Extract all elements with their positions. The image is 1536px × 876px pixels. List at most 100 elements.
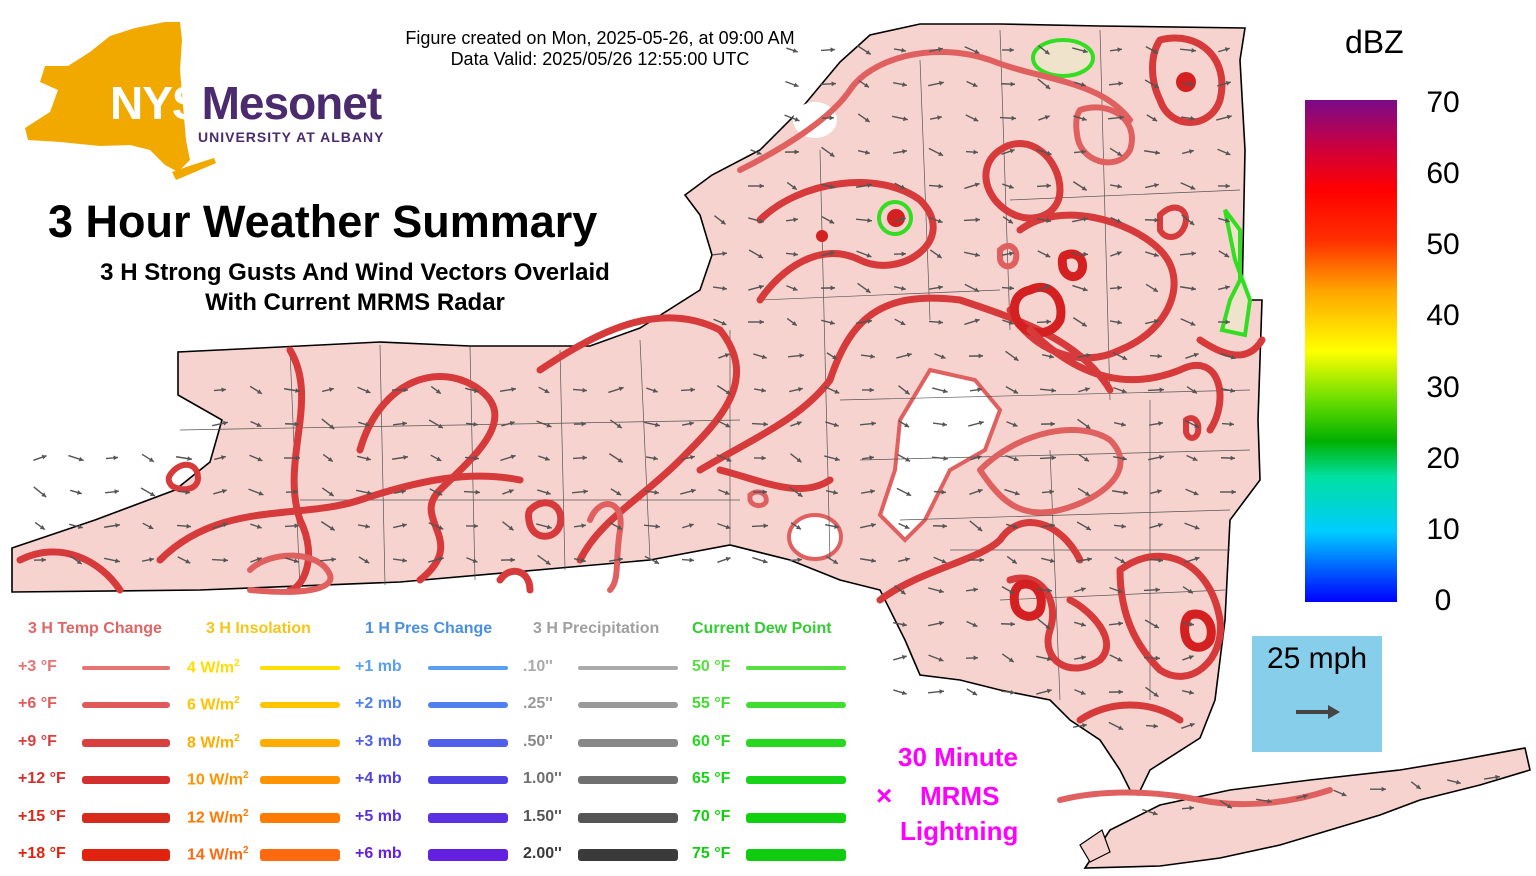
wind-vector-head	[942, 523, 947, 529]
wind-vector-head	[829, 320, 835, 325]
wind-vector-head	[976, 455, 982, 460]
legend-label-text: +3 °F	[18, 658, 57, 675]
wind-vector-head	[402, 421, 407, 427]
wind-vector-head	[942, 388, 948, 394]
wind-vector-head	[938, 319, 943, 325]
wind-vector-head	[1123, 490, 1128, 495]
wind-vector-head	[1046, 183, 1051, 189]
legend-label-text: 6 W/m	[187, 696, 235, 714]
wind-vector-head	[763, 421, 768, 427]
wind-vector-head	[545, 490, 551, 496]
wind-vector-head	[1116, 151, 1122, 156]
wind-vector-head	[1158, 421, 1163, 426]
radar-echo	[1176, 72, 1196, 92]
wind-vector-head	[1013, 356, 1019, 361]
wind-vector-head	[1083, 456, 1089, 462]
wind-vector-head	[1187, 588, 1193, 594]
wind-vector-head	[1049, 354, 1054, 359]
wind-vector-head	[791, 185, 797, 190]
logo-text: NYSMesonet	[110, 76, 382, 130]
wind-vector-head	[329, 424, 335, 430]
wind-vector-head	[41, 492, 47, 498]
legend-line-precip	[578, 702, 678, 708]
wind-vector-head	[757, 253, 763, 258]
wind-vector-head	[974, 49, 980, 54]
wind-vector-head	[1051, 455, 1056, 461]
wind-vector-head	[834, 456, 840, 462]
wind-vector-head	[1008, 184, 1014, 189]
wind-vector-head	[1152, 287, 1158, 292]
legend-label-text: 10 W/m	[187, 771, 244, 789]
legend-label-text: +1 mb	[355, 658, 402, 675]
legend-line-insolation	[260, 849, 340, 861]
wind-vector-head	[1010, 621, 1015, 627]
wind-vector-head	[906, 491, 912, 496]
wind-vector-head	[1013, 389, 1019, 394]
legend-line-dewpoint	[746, 849, 846, 861]
wind-vector-head	[221, 488, 227, 494]
wind-vector-head	[937, 218, 943, 224]
wind-vector-head	[474, 455, 479, 461]
wind-vector-head	[653, 455, 658, 461]
wind-vector-head	[1049, 489, 1054, 495]
wind-vector-head	[1224, 285, 1230, 290]
wind-vector-head	[508, 489, 514, 494]
wind-vector-head	[905, 457, 911, 462]
wind-vector-head	[364, 422, 370, 427]
wind-vector-head	[1045, 284, 1051, 290]
wind-vector-head	[871, 522, 876, 528]
legend-line-dewpoint	[746, 739, 846, 747]
wind-vector-head	[41, 454, 47, 460]
lightning-x-icon: ×	[876, 780, 893, 811]
wind-vector-head	[328, 387, 334, 392]
wind-vector-head	[1153, 252, 1159, 258]
wind-vector-head	[41, 557, 46, 563]
legend-label-temp: +9 °F	[18, 733, 57, 751]
wind-vector-head	[365, 456, 371, 461]
wind-vector-head	[367, 490, 372, 496]
wind-vector-head	[901, 47, 906, 53]
wind-vector-head	[331, 557, 336, 563]
logo-nys: NYS	[110, 77, 203, 129]
wind-vector-head	[148, 524, 154, 529]
wind-vector-head	[293, 558, 299, 564]
wind-vector-head	[1085, 424, 1091, 429]
wind-vector-head	[402, 523, 407, 528]
wind-vector-head	[1009, 589, 1015, 594]
wind-vector-head	[829, 152, 835, 157]
wind-vector-head	[1120, 558, 1126, 563]
legend-label-text: 70 °F	[692, 808, 731, 825]
wind-vector-head	[796, 457, 802, 463]
legend-line-dewpoint	[746, 775, 846, 785]
wind-vector-head	[902, 149, 907, 154]
wind-vector-head	[78, 456, 84, 462]
legend-label-text: +6 °F	[18, 695, 57, 712]
legend-label-text: 2.00''	[523, 845, 562, 862]
wind-vector-head	[1117, 319, 1122, 325]
legend-label-temp: +15 °F	[18, 808, 66, 826]
wind-vector-head	[1082, 723, 1087, 728]
wind-vector-head	[1193, 352, 1199, 358]
wind-vector-head	[401, 489, 406, 495]
wind-vector-head	[544, 388, 550, 393]
wind-vector-head	[937, 115, 942, 121]
wind-vector-head	[725, 422, 731, 428]
legend-header-dewpoint: Current Dew Point	[692, 620, 832, 637]
wind-vector-head	[511, 387, 516, 392]
wind-vector-head	[977, 488, 983, 494]
wind-vector-head	[941, 489, 946, 495]
lake-champlain	[1219, 208, 1253, 338]
wind-vector-head	[1381, 786, 1386, 792]
wind-vector-head	[185, 489, 190, 495]
legend-line-pressure	[428, 702, 508, 708]
wind-vector-head	[1013, 456, 1019, 462]
wind-vector-head	[1012, 524, 1018, 529]
wind-vector-head	[763, 523, 768, 529]
wind-vector-head	[618, 557, 623, 562]
legend-label-text: +4 mb	[355, 770, 402, 787]
wind-vector-head	[186, 523, 191, 529]
wind-vector-head	[936, 253, 942, 259]
wind-vector-head	[1046, 218, 1051, 223]
wind-vector-head	[220, 455, 226, 460]
wind-vector-head	[942, 421, 947, 427]
